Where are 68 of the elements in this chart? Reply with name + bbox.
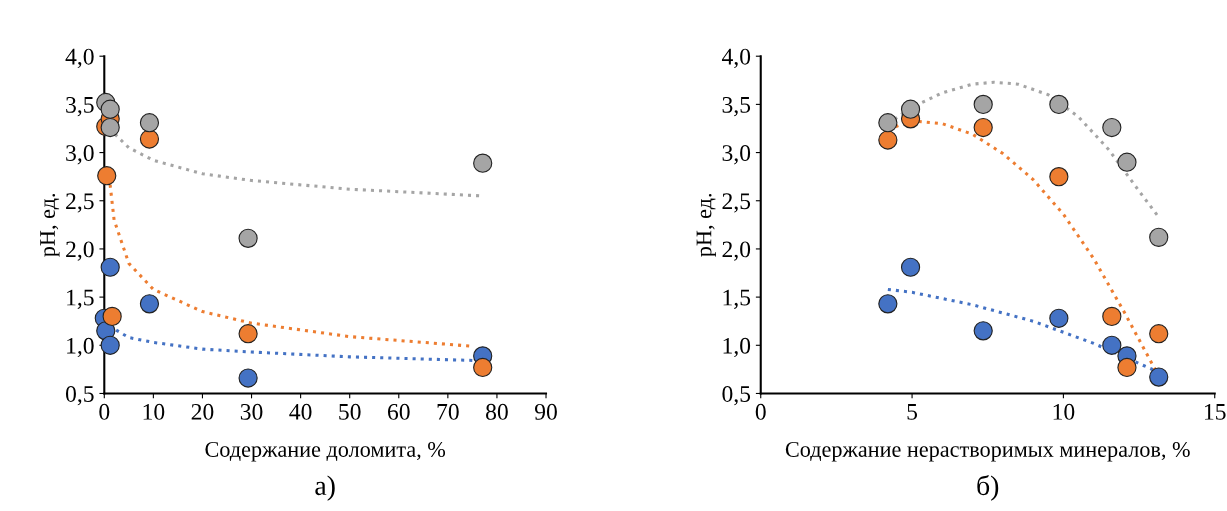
y-tick-label: 3,5 bbox=[66, 96, 94, 117]
y-tick-label: 1,5 bbox=[723, 289, 751, 309]
point bbox=[1117, 152, 1137, 172]
x-tick-label: 60 bbox=[387, 403, 410, 420]
point bbox=[900, 257, 921, 277]
x-tick-label: 5 bbox=[907, 404, 918, 420]
y-tick-label: 1,0 bbox=[67, 337, 94, 358]
y-tick-label: 2,0 bbox=[722, 241, 751, 261]
y-tick-label: 0,5 bbox=[65, 385, 94, 406]
x-tick-label: 30 bbox=[240, 403, 263, 420]
y-tick-label: 1,0 bbox=[723, 337, 751, 358]
x-tick-label: 0 bbox=[99, 403, 110, 420]
x-tick-label: 10 bbox=[143, 403, 165, 420]
point bbox=[1102, 335, 1122, 355]
y-axis-title: pH, ед. bbox=[40, 193, 60, 257]
point bbox=[100, 257, 120, 277]
y-tick-label: 1,5 bbox=[67, 289, 94, 309]
y-tick-label: 2,0 bbox=[66, 241, 94, 261]
point bbox=[238, 324, 258, 344]
y-axis-title: pH, ед. bbox=[696, 193, 716, 257]
y-tick-label: 3,0 bbox=[722, 145, 751, 165]
point bbox=[139, 113, 160, 133]
x-axis-title: Содержание доломита, % bbox=[205, 441, 446, 462]
point bbox=[1149, 367, 1169, 387]
point bbox=[238, 228, 258, 248]
point bbox=[1049, 308, 1069, 328]
point bbox=[100, 99, 120, 119]
point bbox=[878, 294, 898, 314]
y-tick-label: 4,0 bbox=[721, 48, 751, 69]
y-tick-label: 3,5 bbox=[722, 96, 751, 117]
x-tick-label: 50 bbox=[339, 403, 361, 420]
text: а) bbox=[315, 475, 335, 501]
point bbox=[973, 117, 993, 138]
point bbox=[900, 99, 921, 119]
text: б) bbox=[977, 474, 999, 501]
x-tick-label: 80 bbox=[486, 403, 508, 420]
point bbox=[878, 130, 898, 150]
point bbox=[1149, 227, 1169, 247]
y-tick-label: 2,5 bbox=[66, 193, 94, 213]
x-tick-label: 70 bbox=[437, 403, 459, 420]
point bbox=[139, 129, 160, 149]
point bbox=[102, 306, 122, 326]
point bbox=[1102, 306, 1122, 326]
y-tick-label: 2,5 bbox=[722, 193, 751, 213]
point bbox=[1149, 324, 1169, 344]
x-tick-label: 0 bbox=[755, 403, 766, 420]
point bbox=[973, 94, 993, 114]
point bbox=[878, 113, 898, 133]
point bbox=[97, 166, 117, 186]
point bbox=[473, 153, 493, 173]
point bbox=[473, 357, 493, 378]
point bbox=[1117, 357, 1137, 378]
x-tick-label: 15 bbox=[1205, 403, 1226, 420]
point bbox=[238, 368, 258, 388]
point bbox=[100, 335, 120, 355]
x-tick-label: 90 bbox=[534, 403, 557, 420]
x-tick-label: 20 bbox=[191, 403, 214, 420]
y-tick-label: 3,0 bbox=[66, 145, 94, 165]
point bbox=[1102, 117, 1122, 138]
y-tick-label: 4,0 bbox=[65, 48, 94, 69]
point bbox=[139, 294, 160, 314]
x-tick-label: 10 bbox=[1053, 403, 1075, 420]
x-axis-title: Содержание нерастворимых минералов, % bbox=[785, 441, 1190, 462]
y-tick-label: 0,5 bbox=[722, 385, 751, 406]
point bbox=[1049, 167, 1069, 187]
point bbox=[973, 321, 993, 341]
x-tick-label: 40 bbox=[289, 403, 312, 420]
point bbox=[1049, 94, 1069, 114]
